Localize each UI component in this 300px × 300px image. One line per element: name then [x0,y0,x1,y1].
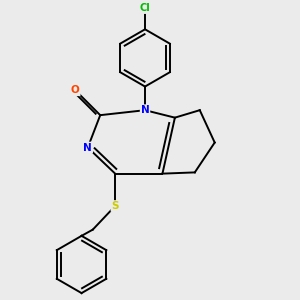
Text: Cl: Cl [140,3,150,13]
Text: S: S [111,201,119,211]
Text: N: N [141,105,149,115]
Text: O: O [71,85,80,95]
Text: N: N [83,142,92,152]
